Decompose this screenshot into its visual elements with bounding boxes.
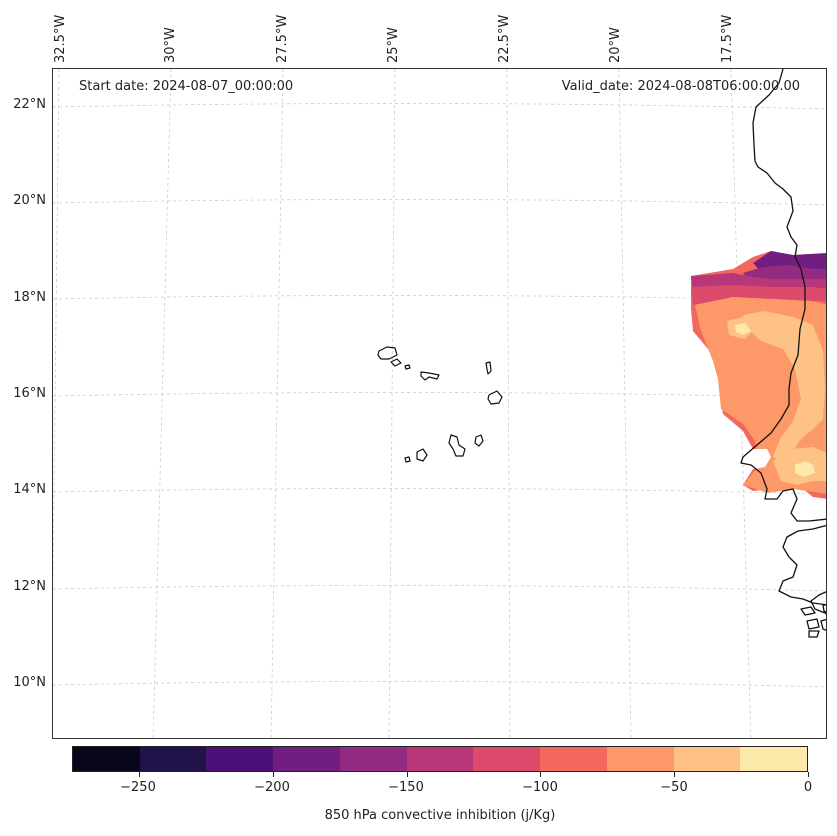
colorbar-swatch-3 xyxy=(273,747,340,771)
colorbar-label-0: 0 xyxy=(803,780,813,795)
lat-label-20n: 20°N xyxy=(13,193,46,208)
colorbar-swatch-10 xyxy=(740,747,808,771)
colorbar-label-minus-200: −200 xyxy=(254,780,290,795)
lat-label-16n: 16°N xyxy=(13,386,46,401)
lat-label-10n: 10°N xyxy=(13,675,46,690)
coastline-bijagos-4 xyxy=(820,618,826,631)
colorbar-title: 850 hPa convective inhibition (j/Kg) xyxy=(324,808,556,823)
gridline-lon-20w xyxy=(618,69,632,738)
island-sao-nicolau xyxy=(420,371,440,381)
colorbar-swatch-2 xyxy=(206,747,274,771)
gridline-lat-20n xyxy=(53,199,826,206)
lat-label-14n: 14°N xyxy=(13,482,46,497)
coastline-bijagos-5 xyxy=(822,604,826,613)
gridline-lon-25w xyxy=(388,69,396,738)
map-canvas xyxy=(53,69,826,738)
lat-label-12n: 12°N xyxy=(13,579,46,594)
colorbar-tick-0 xyxy=(138,772,140,777)
gridline-lat-10n xyxy=(53,681,826,688)
gridline-lon-30w xyxy=(152,69,172,738)
lon-label-32-5w: 32.5°W xyxy=(53,14,68,63)
gridline-lat-22n xyxy=(53,103,826,110)
colorbar-tick-2 xyxy=(406,772,408,777)
colorbar xyxy=(72,746,808,772)
colorbar-swatch-6 xyxy=(473,747,541,771)
map-frame: Start date: 2024-08-07_00:00:00 Valid_da… xyxy=(52,68,827,739)
colorbar-swatch-9 xyxy=(673,747,741,771)
island-fogo xyxy=(416,448,428,462)
gridline-lat-12n xyxy=(53,585,826,592)
lon-label-17-5w: 17.5°W xyxy=(720,14,735,63)
island-boa-vista xyxy=(487,390,503,405)
colorbar-tick-1 xyxy=(272,772,274,777)
island-brava xyxy=(404,456,411,463)
gridlines xyxy=(53,69,826,738)
coastline xyxy=(740,69,826,638)
island-sal xyxy=(485,361,492,375)
colorbar-swatch-5 xyxy=(406,747,474,771)
gridline-lat-16n xyxy=(53,392,826,399)
island-santo-antao xyxy=(377,346,398,360)
coastline-bijagos-2 xyxy=(806,618,820,630)
coastline-gambia xyxy=(778,524,826,606)
cin-band-yellow xyxy=(795,461,815,477)
colorbar-swatch-0 xyxy=(73,747,140,771)
island-santa-luzia xyxy=(404,364,411,370)
cape-verde-islands xyxy=(377,346,503,463)
valid-date-label: Valid_date: 2024-08-08T06:00:00.00 xyxy=(561,79,800,94)
colorbar-tick-5 xyxy=(808,772,809,777)
gridline-lon-22-5w xyxy=(506,69,511,738)
gridline-lon-32-5w xyxy=(53,69,60,606)
island-maio xyxy=(474,434,484,447)
lon-label-27-5w: 27.5°W xyxy=(275,14,290,63)
colorbar-swatch-1 xyxy=(139,747,207,771)
colorbar-swatch-7 xyxy=(540,747,607,771)
colorbar-label-minus-250: −250 xyxy=(120,780,156,795)
colorbar-tick-3 xyxy=(540,772,542,777)
lon-label-25w: 25°W xyxy=(386,27,401,63)
gridline-lat-14n xyxy=(53,488,826,495)
lon-label-30w: 30°W xyxy=(163,27,178,63)
cin-contours xyxy=(691,251,826,499)
colorbar-label-minus-150: −150 xyxy=(388,780,424,795)
coastline-bijagos-3 xyxy=(808,630,820,638)
island-sao-vicente xyxy=(390,358,402,367)
colorbar-tick-4 xyxy=(674,772,676,777)
colorbar-label-minus-100: −100 xyxy=(522,780,558,795)
lat-label-18n: 18°N xyxy=(13,290,46,305)
gridline-lon-27-5w xyxy=(270,69,284,738)
coastline-bijagos-1 xyxy=(800,606,816,616)
coastline-guinea-bissau xyxy=(810,591,826,615)
lat-label-22n: 22°N xyxy=(13,97,46,112)
cin-band-yellow-2 xyxy=(735,323,751,335)
start-date-label: Start date: 2024-08-07_00:00:00 xyxy=(79,79,294,94)
gridline-lon-17-5w xyxy=(730,69,752,738)
island-santiago xyxy=(448,434,466,457)
lon-label-20w: 20°W xyxy=(608,27,623,63)
colorbar-label-minus-50: −50 xyxy=(660,780,688,795)
colorbar-swatch-8 xyxy=(606,747,674,771)
cin-band-peach xyxy=(743,311,825,461)
lon-label-22-5w: 22.5°W xyxy=(497,14,512,63)
coastline-mauritania-senegal xyxy=(740,69,826,522)
colorbar-swatch-4 xyxy=(339,747,407,771)
